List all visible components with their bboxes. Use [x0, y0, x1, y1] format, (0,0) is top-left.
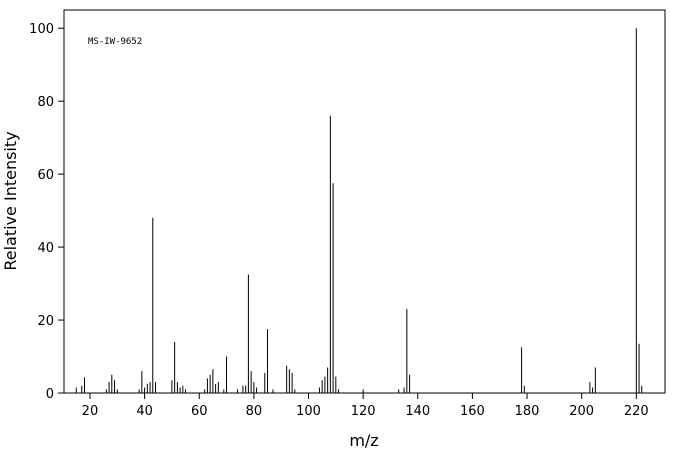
- plot-frame: [63, 9, 666, 394]
- x-tick-label: 160: [460, 404, 485, 419]
- y-tick-label: 80: [37, 95, 54, 110]
- x-tick-label: 220: [624, 404, 649, 419]
- x-tick-label: 180: [515, 404, 540, 419]
- x-tick-label: 120: [351, 404, 376, 419]
- x-tick-label: 20: [82, 404, 99, 419]
- y-tick-label: 60: [37, 168, 54, 183]
- annotation: MS-IW-9652: [88, 37, 142, 47]
- x-tick-label: 80: [246, 404, 263, 419]
- x-tick-label: 200: [569, 404, 594, 419]
- x-tick-label: 100: [296, 404, 321, 419]
- x-tick-label: 140: [405, 404, 430, 419]
- y-tick-label: 20: [37, 314, 54, 329]
- x-tick-label: 60: [191, 404, 208, 419]
- x-axis-label: m/z: [349, 431, 378, 450]
- x-tick-label: 40: [136, 404, 153, 419]
- y-axis-label: Relative Intensity: [1, 131, 20, 270]
- y-tick-label: 40: [37, 241, 54, 256]
- y-tick-label: 0: [46, 387, 54, 402]
- y-tick-label: 100: [29, 22, 54, 37]
